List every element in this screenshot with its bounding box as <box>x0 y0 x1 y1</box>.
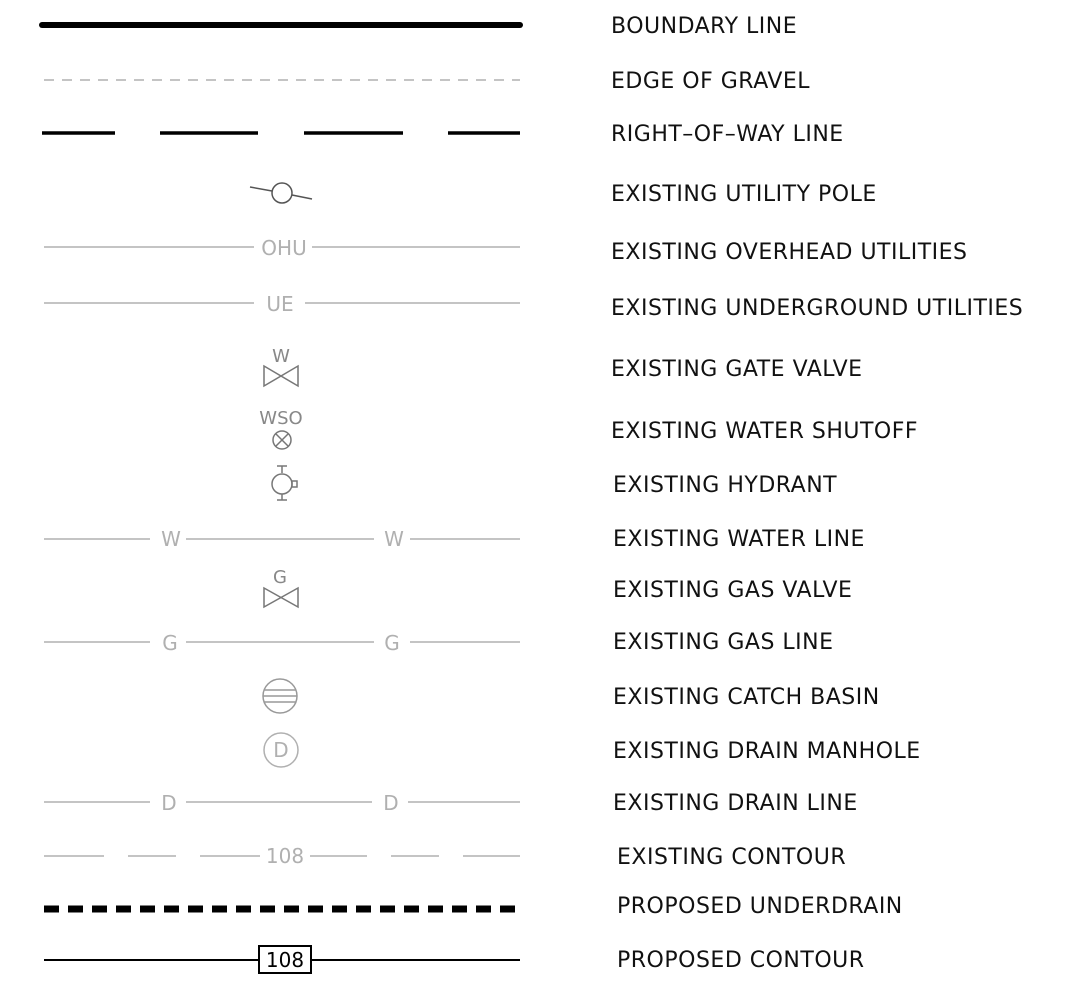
row-existing-drain-manhole: D EXISTING DRAIN MANHOLE <box>263 732 921 768</box>
row-proposed-underdrain: PROPOSED UNDERDRAIN <box>44 894 903 919</box>
label-existing-catch-basin: EXISTING CATCH BASIN <box>613 685 880 710</box>
water-line-letter-1: W <box>161 527 181 551</box>
label-proposed-underdrain: PROPOSED UNDERDRAIN <box>617 894 903 919</box>
row-proposed-contour: 108 PROPOSED CONTOUR <box>44 945 865 974</box>
water-shutoff-letters: WSO <box>259 408 302 429</box>
utility-pole-icon <box>249 182 313 204</box>
label-existing-contour: EXISTING CONTOUR <box>617 845 846 870</box>
gate-valve-icon <box>263 364 299 388</box>
label-proposed-contour: PROPOSED CONTOUR <box>617 948 865 973</box>
gas-line-letter-2: G <box>384 631 400 655</box>
existing-contour-value: 108 <box>266 844 304 868</box>
gas-line-letter-1: G <box>162 631 178 655</box>
row-existing-underground-utilities: UE EXISTING UNDERGROUND UTILITIES <box>44 292 1023 321</box>
row-existing-water-shutoff: WSO EXISTING WATER SHUTOFF <box>259 408 918 450</box>
row-existing-gas-valve: G EXISTING GAS VALVE <box>263 567 852 609</box>
overhead-utilities-tag: OHU <box>261 236 306 260</box>
drain-manhole-letter: D <box>273 738 288 762</box>
label-existing-utility-pole: EXISTING UTILITY POLE <box>611 182 877 207</box>
gas-valve-letter: G <box>273 567 287 588</box>
row-edge-of-gravel: EDGE OF GRAVEL <box>44 69 810 94</box>
drain-line-letter-1: D <box>161 791 176 815</box>
label-existing-hydrant: EXISTING HYDRANT <box>613 473 837 498</box>
row-existing-gate-valve: W EXISTING GATE VALVE <box>263 346 863 388</box>
label-existing-gate-valve: EXISTING GATE VALVE <box>611 357 863 382</box>
label-existing-water-shutoff: EXISTING WATER SHUTOFF <box>611 419 918 444</box>
label-existing-underground-utilities: EXISTING UNDERGROUND UTILITIES <box>611 296 1023 321</box>
drain-manhole-icon <box>263 732 299 768</box>
label-right-of-way-line: RIGHT–OF–WAY LINE <box>611 122 844 147</box>
row-existing-drain-line: D D EXISTING DRAIN LINE <box>44 791 858 816</box>
underground-utilities-tag: UE <box>266 292 293 316</box>
row-existing-gas-line: G G EXISTING GAS LINE <box>44 630 834 655</box>
label-existing-drain-manhole: EXISTING DRAIN MANHOLE <box>613 739 921 764</box>
row-right-of-way-line: RIGHT–OF–WAY LINE <box>42 122 844 147</box>
row-existing-hydrant: EXISTING HYDRANT <box>271 465 837 501</box>
row-existing-water-line: W W EXISTING WATER LINE <box>44 527 865 552</box>
drain-line-letter-2: D <box>383 791 398 815</box>
label-edge-of-gravel: EDGE OF GRAVEL <box>611 69 810 94</box>
row-boundary-line: BOUNDARY LINE <box>39 14 797 39</box>
row-existing-overhead-utilities: OHU EXISTING OVERHEAD UTILITIES <box>44 236 968 265</box>
label-existing-water-line: EXISTING WATER LINE <box>613 527 865 552</box>
label-boundary-line: BOUNDARY LINE <box>611 14 797 39</box>
catch-basin-icon <box>262 678 298 714</box>
gate-valve-letter: W <box>272 346 290 367</box>
proposed-contour-value: 108 <box>266 948 304 972</box>
water-line-letter-2: W <box>384 527 404 551</box>
row-existing-catch-basin: EXISTING CATCH BASIN <box>262 678 880 714</box>
water-shutoff-icon <box>272 430 292 450</box>
row-existing-utility-pole: EXISTING UTILITY POLE <box>249 182 877 207</box>
label-existing-gas-valve: EXISTING GAS VALVE <box>613 578 852 603</box>
row-existing-contour: 108 EXISTING CONTOUR <box>44 844 846 870</box>
label-existing-drain-line: EXISTING DRAIN LINE <box>613 791 858 816</box>
label-existing-gas-line: EXISTING GAS LINE <box>613 630 834 655</box>
hydrant-icon <box>271 465 298 501</box>
label-existing-overhead-utilities: EXISTING OVERHEAD UTILITIES <box>611 240 968 265</box>
gas-valve-icon <box>263 586 299 609</box>
